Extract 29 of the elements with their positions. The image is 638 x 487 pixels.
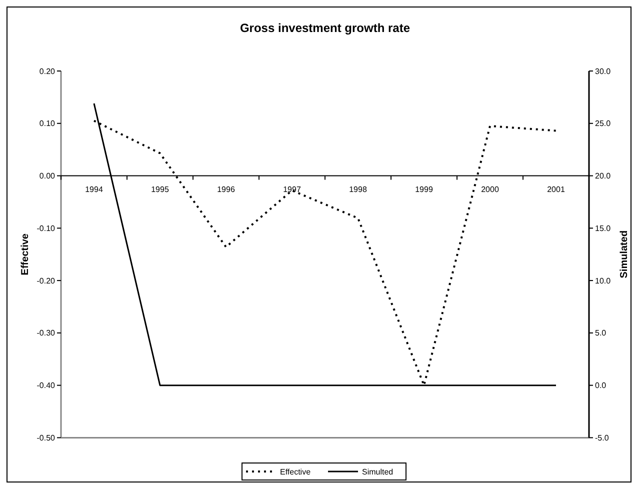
- y-tick-label: -0.50: [36, 434, 56, 442]
- y2-tick-label: 10.0: [595, 276, 612, 286]
- y2-tick-label: 5.0: [595, 328, 607, 338]
- x-tick-label: 1995: [151, 184, 170, 194]
- x-tick-label: 1998: [349, 184, 368, 194]
- x-tick-label: 2000: [481, 184, 500, 194]
- y2-tick-label: 30.0: [595, 66, 612, 76]
- x-tick-label: 2001: [547, 184, 566, 194]
- y2-tick-label: 15.0: [595, 224, 612, 233]
- y-tick-label: 0.10: [39, 119, 56, 128]
- x-tick-label: 1999: [415, 184, 434, 194]
- x-tick-label: 1994: [85, 184, 104, 194]
- y-tick-label: -0.40: [36, 381, 56, 390]
- y-axis-title: Effective: [20, 233, 31, 276]
- y2-axis-title: Simulated: [619, 230, 630, 278]
- y2-tick-label: 0.0: [595, 381, 607, 390]
- legend-label: Simulted: [362, 467, 394, 476]
- y2-tick-label: 20.0: [595, 172, 612, 181]
- x-tick-label: 1996: [217, 184, 236, 194]
- y-tick-label: 0.20: [39, 66, 56, 76]
- legend-label: Effective: [280, 467, 312, 476]
- x-tick-label: 1997: [283, 184, 302, 194]
- y-tick-label: -0.30: [36, 328, 56, 338]
- y-tick-label: -0.10: [36, 224, 56, 233]
- y-tick-label: -0.20: [36, 276, 56, 286]
- y2-tick-label: -5.0: [595, 434, 610, 442]
- chart-title: Gross investment growth rate: [240, 21, 410, 35]
- y2-tick-label: 25.0: [595, 119, 612, 128]
- y-tick-label: 0.00: [39, 172, 56, 181]
